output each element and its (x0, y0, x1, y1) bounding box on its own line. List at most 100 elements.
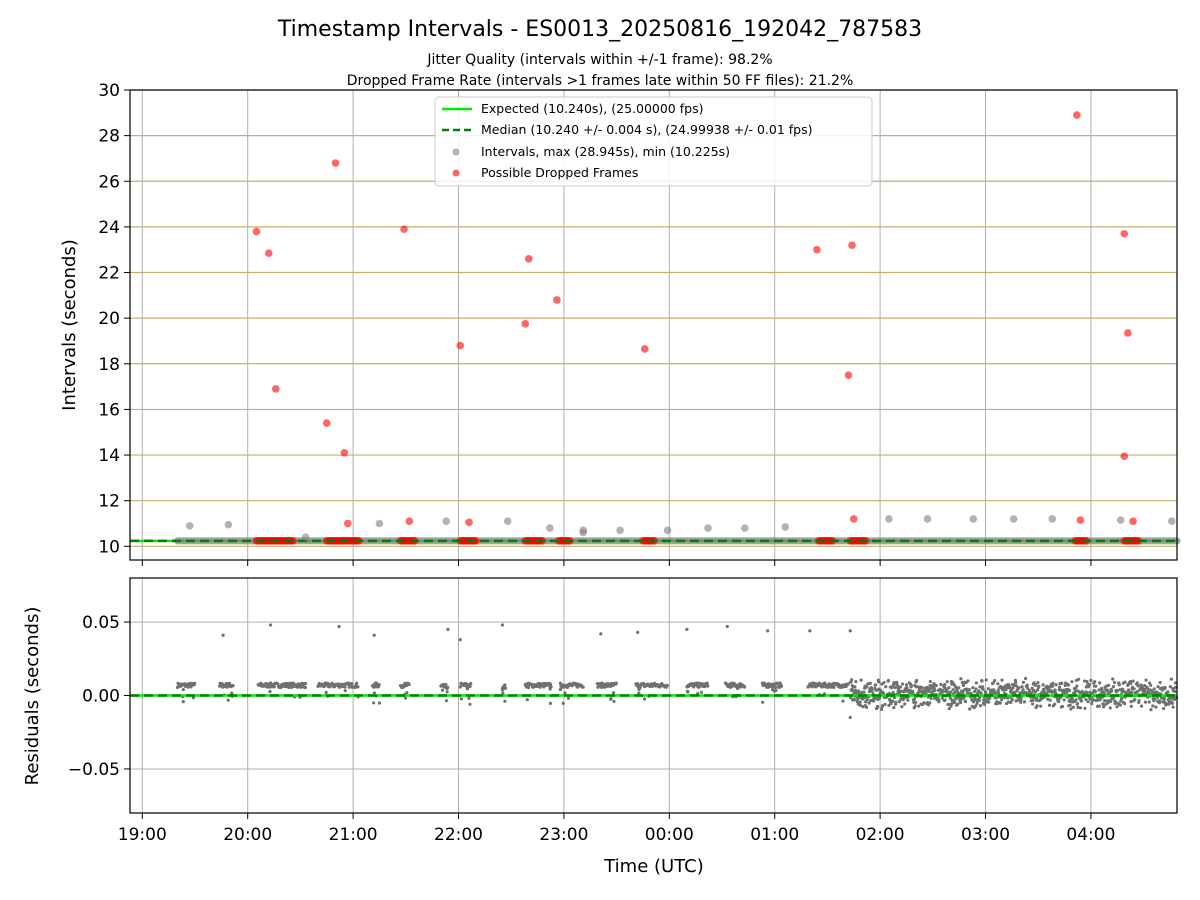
residual-point (1035, 696, 1039, 700)
residual-point (993, 678, 997, 683)
residual-point (1135, 681, 1139, 685)
residual-point (922, 701, 926, 705)
residual-point (977, 698, 981, 703)
x-tick-label: 00:00 (645, 825, 694, 845)
residual-point (268, 689, 272, 694)
residual-point (1102, 704, 1106, 708)
residual-point (1108, 706, 1112, 710)
residual-point (984, 678, 988, 682)
dropped-frame-point (264, 249, 273, 257)
residual-point (1030, 690, 1034, 695)
dropped-frame-point (813, 245, 821, 254)
residual-point (402, 684, 406, 688)
residual-point (862, 690, 866, 694)
x-tick-label: 01:00 (750, 825, 799, 845)
residual-point (901, 698, 905, 702)
residual-point (1156, 685, 1160, 689)
dropped-frame-point (465, 518, 473, 527)
residual-point (231, 683, 235, 688)
residual-point (1051, 681, 1055, 685)
residual-point (526, 685, 531, 690)
residual-point (867, 701, 871, 705)
residual-point (444, 699, 449, 703)
residual-point (1086, 700, 1090, 704)
residual-point (850, 678, 854, 682)
residual-point (971, 686, 975, 690)
residual-point (612, 691, 616, 695)
x-tick-label: 23:00 (539, 825, 588, 845)
residual-point (501, 691, 505, 695)
residual-point (458, 685, 462, 689)
residual-point (1151, 704, 1155, 708)
residual-point (858, 703, 863, 707)
residual-point (469, 681, 473, 686)
residual-point (1170, 701, 1175, 705)
residual-point (865, 685, 869, 689)
residual-point (892, 705, 896, 710)
residual-point (193, 681, 197, 686)
residual-point (696, 681, 700, 685)
top-y-tick-label: 12 (98, 492, 120, 512)
residual-point (303, 682, 308, 686)
residual-point (984, 691, 988, 695)
residual-point (928, 683, 932, 688)
residual-point (444, 685, 448, 690)
residual-point (181, 687, 185, 692)
residual-point (1032, 696, 1036, 700)
top-y-ticks: 10 12 14 16 18 20 22 24 26 28 30 (98, 81, 130, 557)
residual-point (1033, 690, 1038, 694)
residual-point (974, 704, 978, 708)
residual-point (1143, 689, 1147, 693)
residual-point (1127, 690, 1131, 694)
residual-point (1169, 677, 1173, 681)
residual-point (1066, 683, 1071, 687)
residual-point (1172, 697, 1177, 701)
interval-point (579, 528, 588, 537)
residual-point (948, 696, 952, 700)
interval-point (546, 524, 554, 532)
residual-point (987, 700, 991, 704)
residual-point (917, 704, 921, 708)
residual-point (1071, 705, 1075, 709)
residual-point (852, 698, 857, 702)
legend-intervals-swatch (452, 148, 460, 156)
dropped-frame-point (521, 320, 530, 328)
interval-point (704, 524, 712, 532)
residual-point (1082, 679, 1087, 683)
residual-point (928, 679, 932, 684)
residual-point (1075, 701, 1080, 706)
top-y-tick-label: 26 (98, 172, 120, 192)
residual-point (981, 687, 985, 691)
interval-point (1048, 515, 1057, 523)
residual-point (1100, 688, 1104, 692)
residual-point (1006, 700, 1010, 704)
residual-point (977, 689, 981, 693)
residual-point (405, 690, 409, 695)
residual-point (1077, 677, 1081, 681)
residual-point (963, 699, 968, 704)
residual-point (1129, 704, 1133, 708)
residual-point (776, 681, 780, 685)
residual-point (665, 684, 669, 688)
residual-point (1006, 696, 1010, 700)
dropped-frame-point (322, 419, 331, 427)
residual-point (974, 681, 978, 685)
interval-point (969, 515, 978, 523)
residual-point (1106, 688, 1110, 692)
residual-point (1113, 700, 1118, 705)
residual-point (897, 699, 902, 704)
residual-point (1044, 691, 1048, 695)
residual-point (877, 680, 881, 684)
residual-point (975, 701, 979, 706)
residual-point (966, 679, 970, 683)
interval-point (741, 524, 749, 532)
residual-point (901, 682, 905, 686)
residual-point (1070, 680, 1074, 684)
residual-point (1091, 698, 1095, 702)
residual-point (949, 704, 953, 708)
residual-point (953, 700, 957, 705)
legend-dropped-label: Possible Dropped Frames (481, 165, 638, 180)
residual-point (468, 684, 472, 689)
x-tick-label: 22:00 (434, 825, 483, 845)
residual-point (459, 697, 464, 701)
